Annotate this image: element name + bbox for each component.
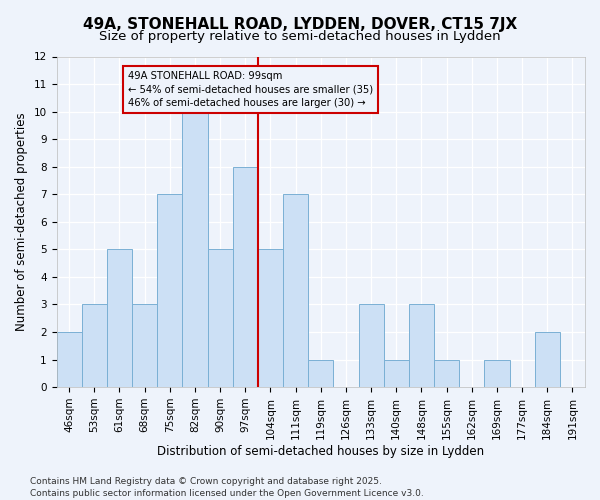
- Text: 49A, STONEHALL ROAD, LYDDEN, DOVER, CT15 7JX: 49A, STONEHALL ROAD, LYDDEN, DOVER, CT15…: [83, 18, 517, 32]
- Bar: [107, 250, 132, 387]
- Bar: [233, 166, 258, 387]
- Bar: [484, 360, 509, 387]
- Bar: [208, 250, 233, 387]
- Bar: [308, 360, 334, 387]
- Bar: [535, 332, 560, 387]
- Bar: [132, 304, 157, 387]
- Bar: [383, 360, 409, 387]
- Text: 49A STONEHALL ROAD: 99sqm
← 54% of semi-detached houses are smaller (35)
46% of : 49A STONEHALL ROAD: 99sqm ← 54% of semi-…: [128, 72, 373, 108]
- Bar: [157, 194, 182, 387]
- Text: Size of property relative to semi-detached houses in Lydden: Size of property relative to semi-detach…: [99, 30, 501, 43]
- Text: Contains HM Land Registry data © Crown copyright and database right 2025.
Contai: Contains HM Land Registry data © Crown c…: [30, 476, 424, 498]
- Y-axis label: Number of semi-detached properties: Number of semi-detached properties: [15, 112, 28, 331]
- Bar: [409, 304, 434, 387]
- X-axis label: Distribution of semi-detached houses by size in Lydden: Distribution of semi-detached houses by …: [157, 444, 484, 458]
- Bar: [182, 112, 208, 387]
- Bar: [283, 194, 308, 387]
- Bar: [359, 304, 383, 387]
- Bar: [56, 332, 82, 387]
- Bar: [434, 360, 459, 387]
- Bar: [82, 304, 107, 387]
- Bar: [258, 250, 283, 387]
